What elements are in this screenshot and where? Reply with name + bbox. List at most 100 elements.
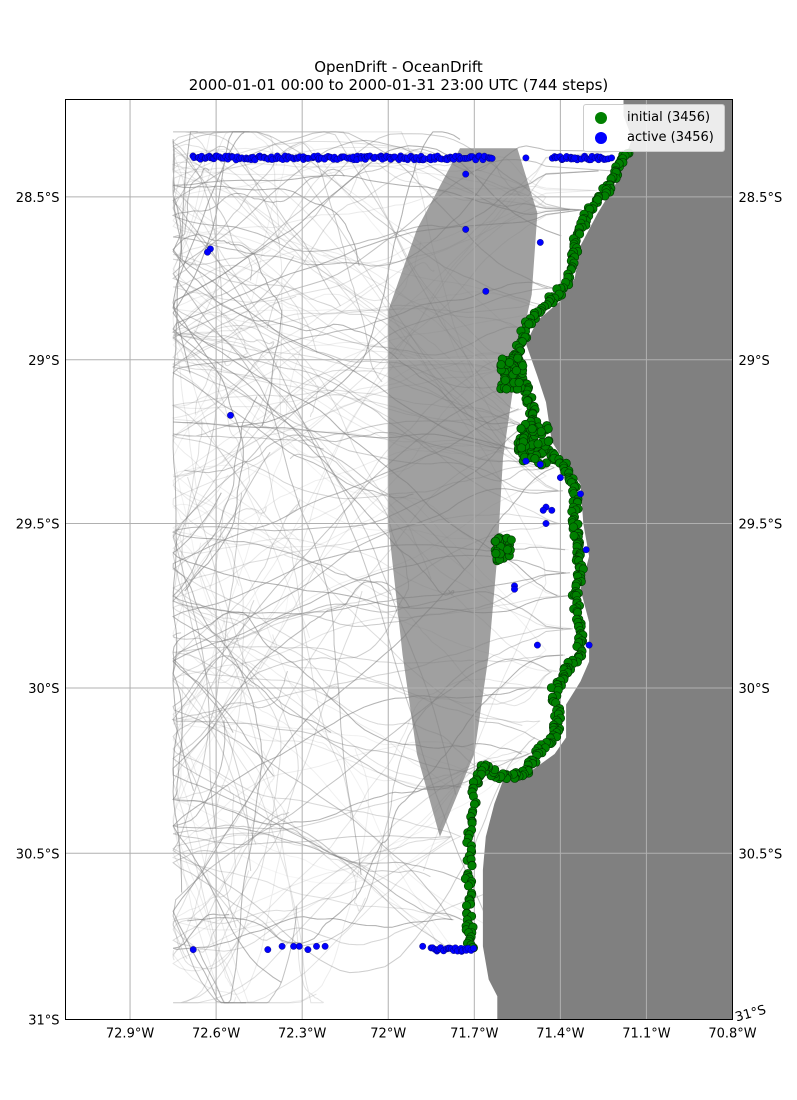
y-tick-label-left: 30°S [28,682,59,697]
initial-particle [491,548,501,558]
active-particle [470,945,477,952]
trajectory-line [171,833,455,921]
active-particle [227,411,234,419]
initial-particle [568,522,578,532]
trajectory-line [172,287,554,829]
trajectory-line [172,604,552,705]
trajectory-line [172,500,559,672]
trajectory-line [171,168,599,252]
trajectory-line [172,523,562,845]
active-particle [585,641,593,649]
trajectory-line [172,523,562,845]
trajectory-line [173,131,502,449]
trajectory-line [172,156,591,191]
initial-particle [511,366,521,376]
trajectory-line [207,711,458,955]
initial-particle [530,454,540,464]
trajectory-line [172,523,562,845]
trajectory-line [172,499,493,778]
trajectory-line [172,419,530,780]
trajectory-line [172,655,547,921]
trajectory-line [172,634,484,790]
active-particle [321,942,329,950]
trajectory-line [172,131,462,826]
trajectory-line [172,131,462,826]
y-tick-label-right: 29.5°S [739,517,783,532]
trajectory-line [172,720,540,931]
x-tick-label: 70.8°W [708,1027,756,1042]
trajectory-line [171,161,572,302]
trajectory-line [172,753,529,872]
trajectory-line [172,281,553,499]
trajectory-line [172,627,571,928]
trajectory-line [171,168,599,252]
trajectory-line [172,686,545,983]
trajectory-line [172,467,555,1004]
trajectory-line [172,599,462,838]
trajectory-line [173,247,515,431]
trajectory-line [172,628,573,947]
trajectory-line [173,152,503,449]
trajectory-line [171,424,527,596]
trajectory-layer [171,131,618,1004]
legend-marker-initial [595,112,607,124]
active-particle [278,942,286,950]
initial-particle [524,319,534,329]
trajectory-line [172,141,516,652]
trajectory-line [172,145,562,592]
initial-particle [518,361,528,371]
trajectory-line [172,590,452,952]
y-tick-label-left: 28.5°S [16,191,60,206]
trajectory-line [172,352,508,1004]
trajectory-line [172,590,452,952]
legend-label-active: active (3456) [627,130,714,145]
y-tick-label-right: 28.5°S [739,191,783,206]
trajectory-line [173,476,475,1004]
trajectory-line [171,330,547,500]
y-tick-label-right: 30°S [739,682,770,697]
active-particle [536,238,544,246]
trajectory-line [172,360,497,478]
trajectory-line [172,209,582,596]
trajectory-line [173,152,503,449]
trajectory-line [172,247,499,639]
trajectory-line [171,256,558,492]
trajectory-line [172,158,612,570]
initial-particle [536,427,546,437]
axes-frame [65,99,733,1020]
trajectory-line [172,141,506,389]
trajectory-line [172,492,569,614]
trajectory-line [172,352,505,670]
trajectory-line [172,554,565,777]
grid-layer [65,99,733,1020]
trajectory-line [172,139,523,426]
trajectory-line [172,145,618,267]
trajectory-line [171,295,558,524]
trajectory-line [172,506,541,723]
trajectory-line [172,209,576,1004]
legend: initial (3456) active (3456) [583,104,725,152]
trajectory-line [172,131,513,871]
initial-particle [527,424,537,434]
active-particle [608,154,615,162]
trajectory-line [172,492,569,614]
trajectory-line [172,655,547,921]
trajectory-line [221,177,516,426]
trajectory-line [172,145,618,267]
trajectory-line [172,133,570,795]
trajectory-line [173,131,502,449]
active-particle [522,457,530,465]
trajectory-line [184,431,547,474]
trajectory-line [171,330,547,500]
trajectory-line [172,133,570,795]
active-particle [548,506,556,514]
trajectory-line [173,247,515,431]
trajectory-line [172,488,563,733]
trajectory-line [172,542,494,789]
trajectory-line [172,150,547,871]
trajectory-line [172,611,522,893]
trajectory-line [172,131,540,305]
trajectory-line [172,369,526,579]
active-particle [304,946,312,953]
trajectory-line [172,442,547,788]
